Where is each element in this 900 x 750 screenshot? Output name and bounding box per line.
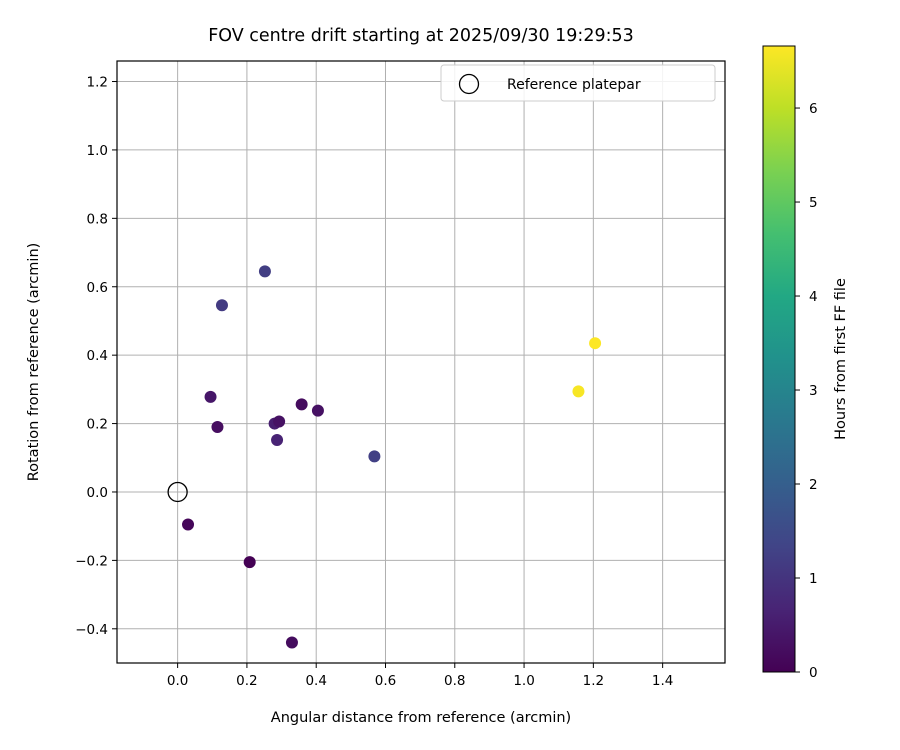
colorbar-gradient: [762, 45, 796, 673]
colorbar-tick-label: 6: [809, 101, 818, 117]
scatter-point: [285, 636, 298, 649]
y-tick-label: 0.8: [87, 211, 108, 227]
scatter-point: [311, 404, 324, 417]
x-tick-label: 0.4: [305, 673, 326, 689]
y-tick-label: 0.2: [87, 417, 108, 433]
x-tick-label: 1.0: [513, 673, 534, 689]
y-axis-ticks: −0.4 −0.2 0.0 0.2 0.4 0.6 0.8 1.0 1.2: [75, 75, 117, 638]
reference-platepar-marker: [167, 481, 188, 503]
legend-box: [440, 64, 716, 102]
plot-frame: [116, 60, 726, 664]
scatter-points: [167, 265, 602, 649]
scatter-point: [243, 556, 256, 569]
scatter-point: [204, 390, 217, 403]
scatter-point: [589, 337, 602, 350]
y-tick-label: 1.2: [87, 75, 108, 91]
x-axis-ticks: 0.0 0.2 0.4 0.6 0.8 1.0 1.2 1.4: [167, 663, 673, 689]
colorbar-ticks: 0 1 2 3 4 5 6: [795, 101, 818, 681]
y-tick-label: −0.2: [75, 553, 108, 569]
colorbar-tick-label: 0: [809, 665, 818, 681]
legend: Reference platepar: [440, 64, 716, 102]
colorbar: 0 1 2 3 4 5 6 Hours from first FF file: [762, 45, 849, 681]
y-tick-label: −0.4: [75, 622, 108, 638]
x-tick-label: 0.6: [375, 673, 396, 689]
grid-lines: [117, 61, 725, 663]
x-axis-label: Angular distance from reference (arcmin): [271, 710, 571, 726]
colorbar-tick-label: 5: [809, 195, 818, 211]
colorbar-tick-label: 2: [809, 477, 818, 493]
colorbar-label: Hours from first FF file: [833, 278, 849, 440]
scatter-point: [182, 518, 195, 531]
y-tick-label: 0.0: [87, 485, 108, 501]
scatter-point: [215, 299, 228, 312]
chart-title: FOV centre drift starting at 2025/09/30 …: [208, 26, 634, 46]
y-tick-label: 1.0: [87, 143, 108, 159]
scatter-point: [295, 398, 308, 411]
scatter-point: [572, 385, 585, 398]
y-tick-label: 0.4: [87, 348, 108, 364]
colorbar-tick-label: 1: [809, 571, 818, 587]
x-tick-label: 0.0: [167, 673, 188, 689]
scatter-point: [368, 450, 381, 463]
x-tick-label: 0.8: [444, 673, 465, 689]
legend-marker-reference: [458, 73, 480, 95]
y-tick-label: 0.6: [87, 280, 108, 296]
x-tick-label: 0.2: [236, 673, 257, 689]
colorbar-tick-label: 3: [809, 383, 818, 399]
legend-label-reference: Reference platepar: [507, 77, 641, 93]
scatter-point: [273, 415, 286, 428]
x-tick-label: 1.2: [583, 673, 604, 689]
y-axis-label: Rotation from reference (arcmin): [26, 243, 42, 482]
x-tick-label: 1.4: [652, 673, 673, 689]
scatter-point: [258, 265, 271, 278]
scatter-point: [271, 433, 284, 446]
scatter-point: [211, 420, 224, 433]
colorbar-tick-label: 4: [809, 289, 818, 305]
